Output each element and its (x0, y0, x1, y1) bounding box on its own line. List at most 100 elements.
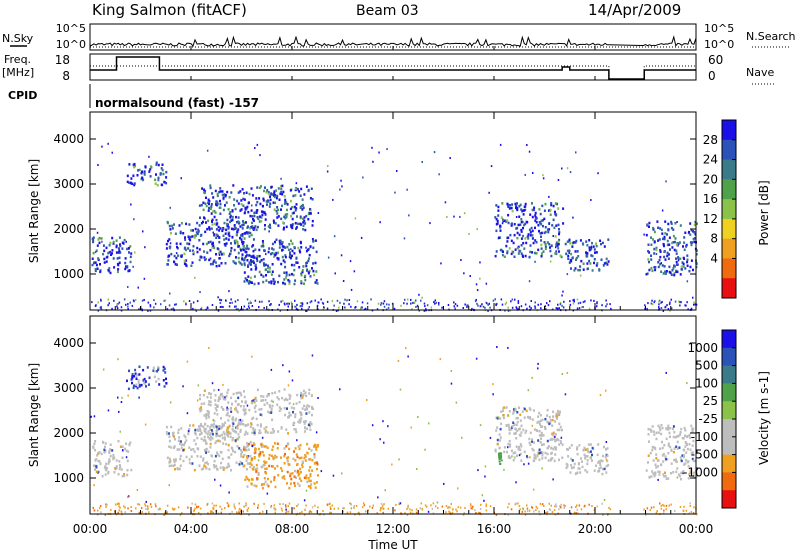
cell (229, 407, 232, 410)
cell (215, 504, 217, 507)
cell (659, 227, 662, 230)
cell (228, 234, 231, 238)
cell (214, 399, 217, 402)
cell (250, 422, 253, 425)
cell (284, 413, 287, 417)
cell (238, 463, 241, 466)
cell (509, 456, 512, 460)
cell (230, 469, 232, 472)
cell (495, 217, 498, 221)
cell (262, 280, 265, 284)
cell (462, 307, 464, 309)
cell (303, 193, 306, 196)
cell (553, 509, 556, 512)
cell (675, 458, 677, 461)
cell (605, 441, 608, 443)
cell (298, 457, 301, 460)
cell (690, 259, 693, 262)
cell (270, 281, 273, 285)
cell (307, 259, 310, 263)
cell (233, 503, 235, 506)
cell (309, 466, 312, 469)
cell (225, 237, 228, 240)
cell (690, 511, 693, 513)
cell (472, 505, 474, 508)
cell (539, 221, 542, 225)
cell (676, 242, 679, 245)
cell (550, 202, 553, 205)
cell (542, 443, 545, 446)
cell (181, 512, 183, 515)
cell (316, 461, 319, 464)
cell (109, 454, 112, 458)
cell (530, 300, 532, 302)
cell (262, 395, 265, 398)
cell (262, 275, 265, 278)
cell (238, 502, 240, 505)
cell (647, 433, 650, 436)
cell (258, 248, 261, 252)
cell (205, 442, 207, 445)
cell (660, 463, 662, 467)
cell (652, 472, 655, 475)
cell (655, 466, 658, 469)
cell (240, 455, 243, 458)
cell (689, 222, 692, 225)
cell (277, 187, 280, 190)
cell (119, 244, 122, 248)
cell (231, 218, 234, 222)
cell (524, 303, 527, 306)
cell (409, 508, 411, 511)
cell (247, 264, 250, 267)
cell (450, 370, 453, 372)
cell (475, 357, 478, 360)
colorbar-tick-label: -500 (691, 448, 718, 462)
cell (499, 427, 502, 431)
cell (545, 511, 547, 514)
cell (267, 410, 270, 413)
cell (290, 301, 293, 304)
cell (568, 252, 570, 254)
cell (291, 249, 294, 253)
cell (237, 438, 239, 441)
cell (304, 453, 307, 457)
cell (361, 506, 364, 509)
cell (273, 478, 276, 482)
cell (512, 421, 515, 424)
cell (198, 204, 201, 207)
cell (226, 224, 229, 228)
cell (610, 307, 612, 310)
cell (243, 280, 246, 283)
cell (218, 253, 221, 256)
cell (524, 431, 527, 434)
cell (674, 222, 677, 225)
cell (221, 193, 224, 197)
cell (268, 411, 271, 414)
cell (144, 165, 147, 168)
cell (574, 250, 577, 253)
cell (494, 448, 497, 452)
cell (271, 404, 274, 408)
cell (144, 246, 146, 249)
cell (329, 502, 331, 505)
cell (272, 194, 275, 197)
cell (173, 445, 176, 448)
cell (118, 249, 121, 253)
cell (556, 416, 559, 419)
cell (115, 245, 118, 249)
cell (664, 258, 667, 261)
cell (499, 462, 502, 465)
cell (668, 265, 671, 269)
cell (140, 507, 143, 510)
cell (561, 456, 564, 459)
cell (216, 194, 219, 198)
cell (596, 301, 598, 304)
cell (511, 298, 514, 301)
cell (585, 251, 587, 254)
cell (443, 482, 445, 485)
cell (556, 244, 559, 247)
cell (557, 250, 560, 253)
cell (192, 307, 194, 310)
cell (307, 477, 310, 480)
cell (237, 245, 240, 248)
